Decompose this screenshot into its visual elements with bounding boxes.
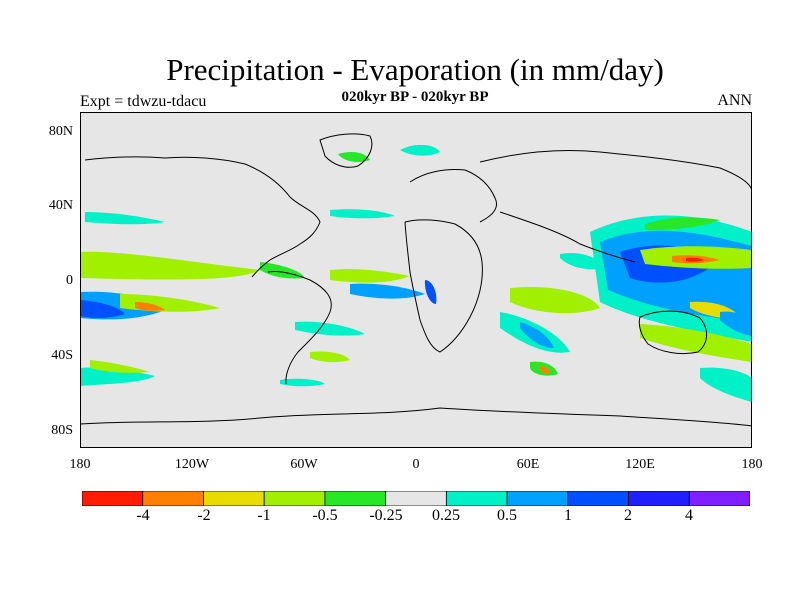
colorbar-label: 1 — [564, 507, 572, 524]
colorbar-swatch — [445, 491, 508, 506]
contour-green-greenland — [338, 152, 370, 162]
colorbar-label: 4 — [685, 507, 693, 524]
contour-blue-indian-south — [520, 322, 554, 348]
contour-cyan-tasman — [700, 367, 752, 402]
contour-fills — [80, 144, 752, 402]
contour-cyan-north-pacific — [85, 212, 165, 225]
colorbar-label: -0.5 — [312, 507, 338, 524]
colorbar-label: 0.5 — [497, 507, 517, 524]
contour-orange-pacific — [135, 302, 165, 311]
contour-green-pacific-south-east — [640, 324, 752, 362]
contour-red-pacific-itcz — [686, 257, 704, 262]
plot-subtitle: 020kyr BP - 020kyr BP — [341, 89, 489, 105]
coastline-africa — [404, 219, 483, 353]
plot-title: Precipitation - Evaporation (in mm/day) — [166, 52, 664, 87]
contour-green-pacific-southwest — [90, 360, 150, 373]
lon-label-120w: 120W — [174, 457, 210, 472]
colorbar-swatch — [385, 491, 447, 506]
colorbar-label: -0.25 — [369, 507, 403, 524]
contour-cyan-atlantic-north — [330, 209, 395, 219]
colorbar-label: -4 — [136, 507, 150, 524]
lat-label-80s: 80S — [51, 423, 73, 438]
season-label: ANN — [717, 92, 752, 109]
contour-orange-indian-far-south — [540, 366, 550, 374]
contour-cyan-indian-north — [560, 252, 605, 270]
coastline-antarctica — [80, 407, 752, 427]
contour-cyan-south-atlantic — [295, 321, 365, 336]
contour-green-pacific-north — [80, 255, 160, 271]
contour-green-pacific-north-itcz — [645, 217, 720, 230]
contour-darkblue-pacific — [80, 300, 125, 318]
coastlines — [80, 133, 752, 427]
contour-blue-south-pacific — [720, 311, 752, 336]
coastline-greenland — [319, 133, 373, 168]
lon-label-120e: 120E — [625, 457, 655, 472]
colorbar-swatch — [688, 491, 750, 506]
contour-cyan-southern — [280, 378, 325, 387]
colorbar — [82, 491, 750, 506]
map-frame — [80, 112, 752, 448]
lon-label-180e: 180 — [741, 457, 763, 472]
colorbar-swatch — [142, 491, 204, 506]
colorbar-swatch — [628, 491, 690, 506]
lon-label-60w: 60W — [290, 457, 318, 472]
contour-green-south-pacific — [80, 251, 260, 280]
contour-green-atlantic-eq — [330, 269, 410, 283]
lat-label-40n: 40N — [48, 198, 73, 213]
coastline-asia — [479, 149, 752, 263]
colorbar-swatch — [82, 491, 144, 506]
coastline-north-america — [84, 156, 321, 278]
lon-label-0: 0 — [412, 457, 420, 472]
lat-label-0: 0 — [66, 273, 73, 288]
contour-darkblue-gulf-guinea — [424, 280, 437, 304]
colorbar-label: 0.25 — [432, 507, 460, 524]
colorbar-swatch — [567, 491, 629, 506]
lon-label-60e: 60E — [516, 457, 540, 472]
colorbar-swatch — [203, 491, 265, 506]
colorbar-label: -2 — [197, 507, 211, 524]
contour-green-south-atlantic — [310, 351, 350, 363]
lon-label-180w: 180 — [69, 457, 91, 472]
lat-label-40s: 40S — [51, 348, 73, 363]
precipitation-map — [80, 112, 752, 448]
coastline-south-america — [267, 271, 332, 385]
colorbar-label: 2 — [624, 507, 632, 524]
coastline-australia — [638, 310, 707, 355]
lat-label-80n: 80N — [48, 124, 73, 139]
experiment-label: Expt = tdwzu-tdacu — [80, 93, 207, 110]
contour-cyan-greenland — [400, 144, 440, 156]
colorbar-swatch — [263, 491, 326, 506]
colorbar-swatch — [324, 491, 387, 506]
contour-green-indian-ocean — [510, 286, 600, 314]
contour-blue-atlantic-eq — [350, 283, 425, 299]
colorbar-label: -1 — [257, 507, 271, 524]
coastline-europe — [409, 169, 497, 223]
colorbar-swatch — [506, 491, 569, 506]
